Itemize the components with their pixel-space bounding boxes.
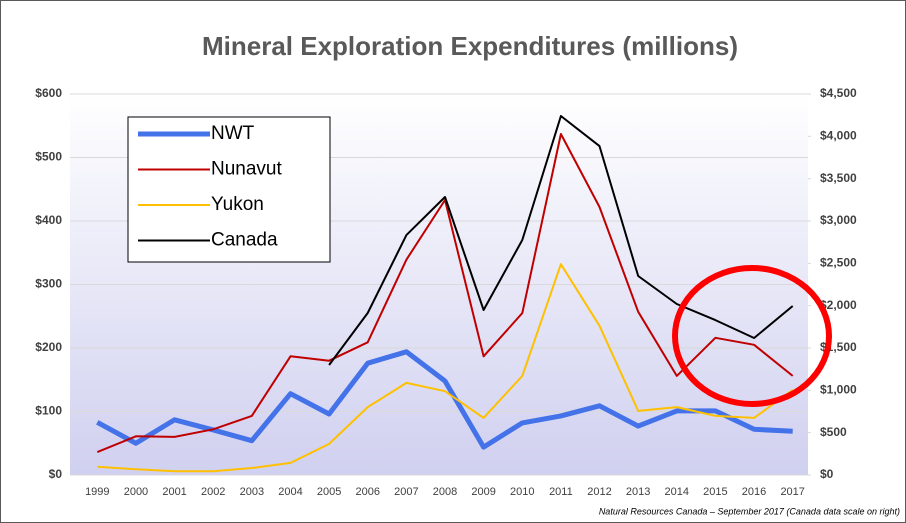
source-note: Natural Resources Canada – September 201… [599, 506, 900, 516]
x-tick-label: 2007 [394, 486, 418, 498]
y-tick-label: $500 [35, 150, 62, 164]
x-tick-label: 2005 [317, 486, 341, 498]
x-tick-label: 2014 [665, 486, 689, 498]
x-tick-label: 2016 [742, 486, 766, 498]
y2-tick-label: $500 [820, 425, 847, 439]
y-tick-label: $200 [35, 340, 62, 354]
x-tick-label: 2004 [278, 486, 302, 498]
x-tick-label: 2008 [433, 486, 457, 498]
chart-title: Mineral Exploration Expenditures (millio… [202, 31, 738, 61]
x-tick-label: 2009 [471, 486, 495, 498]
x-tick-label: 2012 [587, 486, 611, 498]
x-tick-label: 2006 [355, 486, 379, 498]
x-tick-label: 1999 [85, 486, 109, 498]
y-tick-label: $0 [49, 467, 63, 481]
series-line [328, 115, 794, 366]
x-tick-label: 2003 [240, 486, 264, 498]
series-line [97, 263, 794, 473]
y2-tick-label: $4,000 [820, 129, 857, 143]
y2-tick-label: $2,500 [820, 256, 857, 270]
x-tick-label: 2010 [510, 486, 534, 498]
y2-tick-label: $3,000 [820, 213, 857, 227]
y-tick-label: $300 [35, 277, 62, 291]
x-tick-label: 2015 [703, 486, 727, 498]
x-tick-label: 2017 [780, 486, 804, 498]
plot: $0$100$200$300$400$500$600$0$500$1,000$1… [35, 86, 857, 498]
y-tick-label: $400 [35, 213, 62, 227]
x-tick-label: 2001 [162, 486, 186, 498]
legend-label: NWT [211, 123, 255, 144]
x-tick-label: 2000 [124, 486, 148, 498]
legend-label: Yukon [211, 194, 264, 215]
y-tick-label: $100 [35, 404, 62, 418]
legend-label: Canada [211, 230, 278, 251]
legend: NWT Nunavut Yukon Canada [127, 116, 331, 263]
y-tick-label: $600 [35, 86, 62, 100]
legend-label: Nunavut [211, 159, 282, 180]
y2-tick-label: $0 [820, 467, 834, 481]
highlight-circle [672, 265, 832, 407]
y2-tick-label: $4,500 [820, 86, 857, 100]
x-tick-label: 2013 [626, 486, 650, 498]
x-tick-label: 2011 [549, 486, 573, 498]
y2-tick-label: $3,500 [820, 171, 857, 185]
legend-box [127, 116, 331, 263]
y2-tick-label: $2,000 [820, 298, 857, 312]
y2-tick-label: $1,000 [820, 383, 857, 397]
x-tick-label: 2002 [201, 486, 225, 498]
